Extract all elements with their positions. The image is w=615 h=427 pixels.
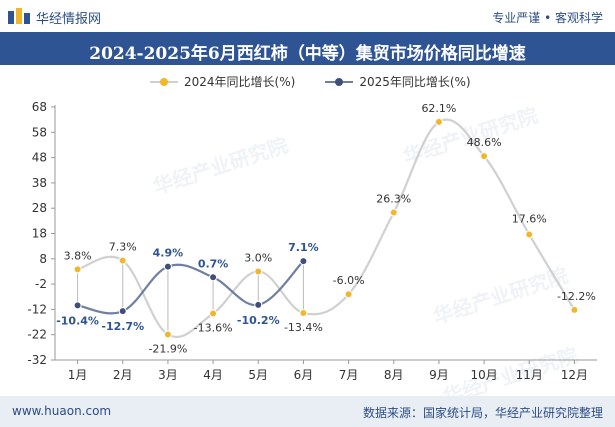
series-2025-data-label: 7.1%: [288, 241, 319, 254]
series-2024-point: [389, 208, 398, 217]
footer-bar: [0, 396, 615, 427]
series-2025-point: [118, 307, 127, 316]
x-tick-label: 10月: [470, 368, 497, 382]
series-2025-data-label: -10.2%: [237, 314, 280, 327]
series-2025-point: [73, 301, 82, 310]
series-2024-point: [570, 305, 579, 314]
series-2024-data-label: -13.4%: [284, 321, 323, 334]
series-2024-point: [254, 267, 263, 276]
series-2024-data-label: -21.9%: [148, 342, 187, 355]
x-tick-label: 2月: [113, 368, 133, 382]
series-2024-point: [344, 290, 353, 299]
logo-text: 华经情报网: [36, 12, 102, 27]
title-bar: [0, 32, 615, 65]
series-2024-data-label: 3.0%: [244, 251, 272, 264]
x-tick-label: 8月: [384, 368, 404, 382]
y-tick-label: 48: [32, 151, 47, 165]
legend-label-2025: 2025年同比增长(%): [359, 75, 471, 89]
series-2025-data-label: 0.7%: [198, 257, 229, 270]
y-tick-label: 38: [32, 176, 47, 190]
top-bar: 华经情报网 专业严谨 • 客观科学: [0, 0, 615, 32]
footer-website[interactable]: www.huaon.com: [12, 404, 112, 418]
series-2024-data-label: 3.8%: [64, 249, 92, 262]
legend-item-2024[interactable]: 2024年同比增长(%): [150, 73, 295, 90]
y-tick-label: -32: [27, 353, 47, 367]
x-tick-label: 4月: [203, 368, 223, 382]
series-2024-point: [118, 256, 127, 265]
x-tick-label: 9月: [429, 368, 449, 382]
x-tick-label: 6月: [294, 368, 314, 382]
series-2024-point: [525, 230, 534, 239]
y-tick-label: 68: [32, 100, 47, 114]
series-2024-data-label: 48.6%: [467, 136, 502, 149]
x-tick-label: 5月: [248, 368, 268, 382]
x-tick-label: 1月: [68, 368, 88, 382]
footer-source: 数据来源：国家统计局，华经产业研究院整理: [362, 406, 603, 420]
y-tick-label: 58: [32, 125, 47, 139]
legend-marker-2024-icon: [150, 77, 178, 87]
legend-label-2024: 2024年同比增长(%): [184, 75, 296, 89]
chart-title: 2024-2025年6月西红柿（中等）集贸市场价格同比增速: [89, 44, 526, 64]
series-2025-data-label: 4.9%: [153, 247, 184, 260]
y-tick-label: 18: [32, 227, 47, 241]
legend: 2024年同比增长(%) 2025年同比增长(%): [150, 73, 471, 90]
logo-icon: [8, 8, 30, 24]
x-tick-label: 12月: [561, 368, 588, 382]
series-2024-point: [73, 265, 82, 274]
series-2024-data-label: 17.6%: [512, 213, 547, 226]
x-tick-label: 7月: [339, 368, 359, 382]
series-2024-data-label: 26.3%: [376, 193, 411, 206]
y-tick-label: 28: [32, 201, 47, 215]
y-tick-label: 8: [39, 252, 47, 266]
series-2024-point: [209, 309, 218, 318]
series-2024-data-label: 62.1%: [421, 102, 456, 115]
x-tick-label: 3月: [158, 368, 178, 382]
series-2025-data-label: -12.7%: [101, 320, 144, 333]
series-2025-point: [209, 273, 218, 282]
line-chart: 68 58 48 38 28 18 8 -2 -12 -22 -32 1月 2月 3月 4月 5月 6月 7月 8月…: [27, 100, 597, 382]
series-2024-line: [77, 118, 576, 338]
header-slogan: 专业严谨 • 客观科学: [492, 11, 603, 25]
x-tick-label: 11月: [516, 368, 543, 382]
series-2024-data-label: -13.6%: [194, 321, 233, 334]
y-tick-label: -12: [27, 302, 47, 316]
series-2025-data-label: -10.4%: [56, 314, 99, 327]
series-2024-point: [480, 152, 489, 161]
series-2024-data-label: -6.0%: [333, 274, 365, 287]
y-tick-label: -22: [27, 328, 47, 342]
series-2024-point: [299, 308, 308, 317]
series-2025-point: [254, 300, 263, 309]
series-2024-data-label: 7.3%: [109, 241, 137, 254]
series-2025-point: [299, 257, 308, 266]
legend-marker-2025-icon: [325, 77, 354, 87]
legend-item-2025[interactable]: 2025年同比增长(%): [325, 73, 471, 90]
y-tick-label: -2: [35, 277, 47, 291]
series-2025-point: [163, 262, 172, 271]
series-2024-point: [163, 330, 172, 339]
series-2024-data-label: -12.2%: [557, 290, 596, 303]
series-2025-line: [77, 260, 305, 315]
series-2024-point: [434, 117, 443, 126]
